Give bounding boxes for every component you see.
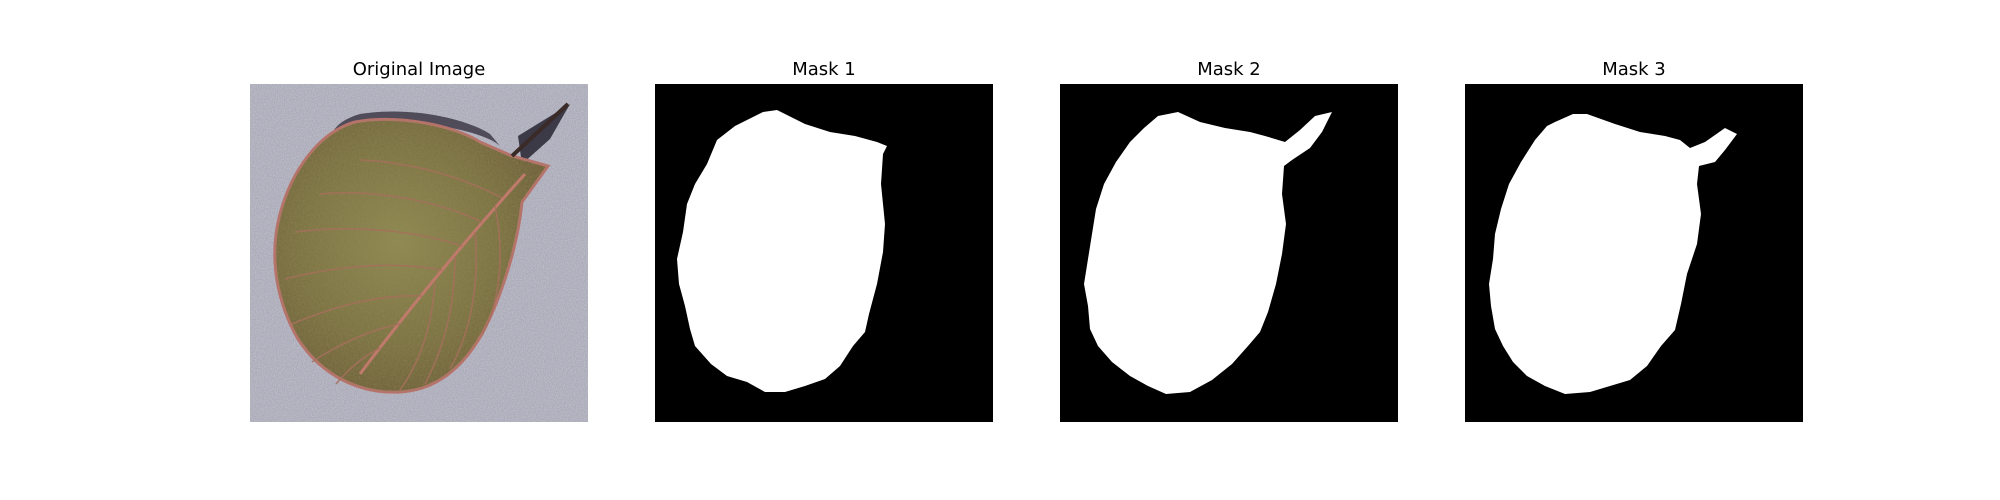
- original-image-panel: Original Image: [250, 0, 588, 430]
- panel-title: Original Image: [352, 59, 486, 80]
- mask-1-panel: Mask 1: [655, 0, 993, 430]
- panel-title: Mask 1: [792, 59, 856, 80]
- panel-title: Mask 3: [1602, 59, 1666, 80]
- mask-2-image: [1060, 84, 1398, 422]
- mask-3-image: [1465, 84, 1803, 422]
- mask-2-panel: Mask 2: [1060, 0, 1398, 430]
- panel-title: Mask 2: [1197, 59, 1261, 80]
- original-leaf-image: [250, 84, 588, 422]
- mask-1-image: [655, 84, 993, 422]
- mask-3-panel: Mask 3: [1465, 0, 1803, 430]
